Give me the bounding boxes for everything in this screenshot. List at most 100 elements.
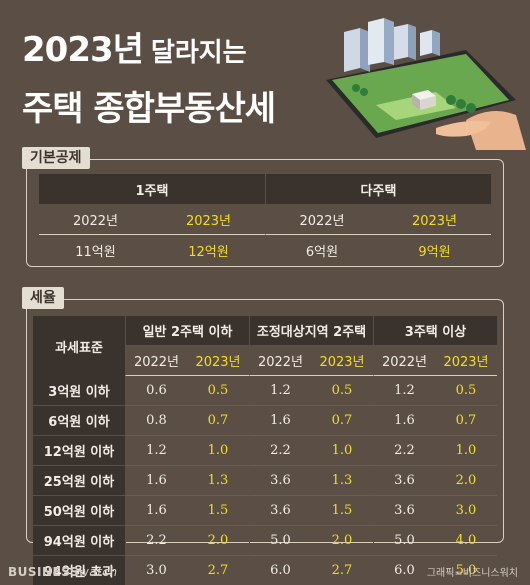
rate-cell: 0.5	[311, 376, 373, 406]
rate-cell: 2.2	[373, 436, 435, 466]
tax-rate-body: 3억원 이하 0.6 0.5 1.2 0.5 1.2 0.5 6억원 이하 0.8 0.7 1.6 0…	[33, 376, 497, 585]
rate-cell: 5.0	[373, 526, 435, 556]
rate-cell: 1.6	[249, 406, 311, 436]
rate-cell: 5.0	[249, 526, 311, 556]
rate-cell: 0.5	[435, 376, 497, 406]
brand-logo: BUSINESSwatch	[8, 565, 118, 579]
year-cell: 2023년	[187, 345, 249, 376]
headline-year: 2023년	[22, 30, 144, 70]
group-header: 조정대상지역 2주택	[249, 316, 373, 345]
table-row: 50억원 이하 1.6 1.5 3.6 1.5 3.6 3.0	[33, 496, 497, 526]
rate-cell: 1.6	[125, 466, 187, 496]
value-cell: 6억원	[265, 235, 378, 265]
rate-cell: 1.6	[373, 406, 435, 436]
rate-cell: 4.0	[435, 526, 497, 556]
rate-cell: 2.0	[435, 466, 497, 496]
headline: 2023년 달라지는 주택 종합부동산세	[22, 22, 276, 130]
year-cell: 2022년	[39, 204, 152, 235]
basic-deduction-value-row: 11억원 12억원 6억원 9억원	[39, 235, 491, 265]
rate-cell: 2.7	[331, 563, 353, 578]
year-cell: 2022년	[373, 345, 435, 376]
tax-base-cell: 6억원 이하	[33, 406, 125, 436]
year-cell: 2022년	[125, 345, 187, 376]
rate-cell: 1.2	[125, 436, 187, 466]
rate-cell: 3.6	[373, 496, 435, 526]
value-cell: 12억원	[188, 244, 229, 260]
trees-illustration	[352, 84, 476, 113]
rate-cell: 0.7	[187, 406, 249, 436]
tax-base-cell: 94억원 이하	[33, 526, 125, 556]
basic-deduction-table: 1주택 다주택 2022년 2023년 2022년 2023년 11억원 12억…	[39, 174, 491, 265]
basic-deduction-label: 기본공제	[22, 147, 90, 169]
rate-cell: 6.0	[373, 556, 435, 585]
year-cell: 2022년	[249, 345, 311, 376]
tax-base-header: 과세표준	[33, 316, 125, 376]
rate-cell: 0.7	[435, 406, 497, 436]
rate-cell: 2.2	[125, 526, 187, 556]
rate-cell: 0.5	[187, 376, 249, 406]
rate-cell: 1.3	[311, 466, 373, 496]
rate-cell: 1.5	[311, 496, 373, 526]
rate-cell: 6.0	[249, 556, 311, 585]
rate-cell: 3.0	[125, 556, 187, 585]
basic-deduction-panel: 1주택 다주택 2022년 2023년 2022년 2023년 11억원 12억…	[26, 159, 504, 267]
rate-cell: 2.0	[311, 526, 373, 556]
table-row: 25억원 이하 1.6 1.3 3.6 1.3 3.6 2.0	[33, 466, 497, 496]
basic-deduction-group-row: 1주택 다주택	[39, 174, 491, 204]
tax-base-cell: 3억원 이하	[33, 376, 125, 406]
rate-cell: 3.0	[435, 496, 497, 526]
rate-cell: 0.7	[311, 406, 373, 436]
rate-cell: 2.0	[187, 526, 249, 556]
year-cell: 2022년	[265, 204, 378, 235]
value-cell: 11억원	[75, 244, 116, 260]
rate-cell: 2.2	[249, 436, 311, 466]
rate-cell: 3.6	[249, 496, 311, 526]
rate-cell: 5.0	[455, 563, 477, 578]
tax-rate-table: 과세표준 일반 2주택 이하 조정대상지역 2주택 3주택 이상 2022년 2…	[33, 316, 497, 585]
hand-illustration	[436, 111, 526, 150]
rate-cell: 1.3	[187, 466, 249, 496]
rate-cell: 0.6	[125, 376, 187, 406]
table-row: 94억원 이하 2.2 2.0 5.0 2.0 5.0 4.0	[33, 526, 497, 556]
group-header: 일반 2주택 이하	[125, 316, 249, 345]
group-header-multi: 다주택	[265, 174, 491, 204]
table-row: 12억원 이하 1.2 1.0 2.2 1.0 2.2 1.0	[33, 436, 497, 466]
tax-group-row: 과세표준 일반 2주택 이하 조정대상지역 2주택 3주택 이상	[33, 316, 497, 376]
rate-cell: 1.0	[187, 436, 249, 466]
year-cell: 2023년	[152, 204, 265, 235]
phone-city-illustration	[326, 18, 526, 150]
year-cell: 2023년	[435, 345, 497, 376]
headline-subtitle: 달라지는	[150, 38, 247, 68]
rate-cell: 1.2	[249, 376, 311, 406]
rate-cell: 0.8	[125, 406, 187, 436]
basic-deduction-year-row: 2022년 2023년 2022년 2023년	[39, 204, 491, 235]
year-cell: 2023년	[378, 204, 491, 235]
tax-base-cell: 12억원 이하	[33, 436, 125, 466]
rate-cell: 3.6	[373, 466, 435, 496]
tax-rate-label: 세율	[22, 287, 64, 309]
tax-base-cell: 94억원 초과	[33, 556, 125, 585]
year-cell: 2023년	[311, 345, 373, 376]
rate-cell: 1.2	[373, 376, 435, 406]
rate-cell: 1.0	[435, 436, 497, 466]
group-header: 3주택 이상	[373, 316, 497, 345]
brand-logo-bold: BUSINESS	[8, 565, 79, 579]
group-header-single: 1주택	[39, 174, 265, 204]
rate-cell: 1.6	[125, 496, 187, 526]
table-row: 94억원 초과 3.0 2.7 6.0 2.7 6.0 5.0	[33, 556, 497, 585]
rate-cell: 1.0	[311, 436, 373, 466]
tax-rate-panel: 과세표준 일반 2주택 이하 조정대상지역 2주택 3주택 이상 2022년 2…	[26, 299, 504, 585]
table-row: 6억원 이하 0.8 0.7 1.6 0.7 1.6 0.7	[33, 406, 497, 436]
buildings-illustration	[344, 18, 440, 110]
graphic-credit: 그래픽=비즈니스워치	[426, 568, 518, 579]
tax-base-cell: 25억원 이하	[33, 466, 125, 496]
headline-main: 주택 종합부동산세	[22, 89, 276, 129]
tax-base-cell: 50억원 이하	[33, 496, 125, 526]
rate-cell: 1.5	[187, 496, 249, 526]
rate-cell: 2.7	[207, 563, 229, 578]
rate-cell: 3.6	[249, 466, 311, 496]
table-row: 3억원 이하 0.6 0.5 1.2 0.5 1.2 0.5	[33, 376, 497, 406]
value-cell: 9억원	[418, 244, 451, 260]
tax-year-row: 2022년 2023년 2022년 2023년 2022년 2023년	[33, 345, 497, 376]
brand-logo-light: watch	[78, 565, 118, 579]
